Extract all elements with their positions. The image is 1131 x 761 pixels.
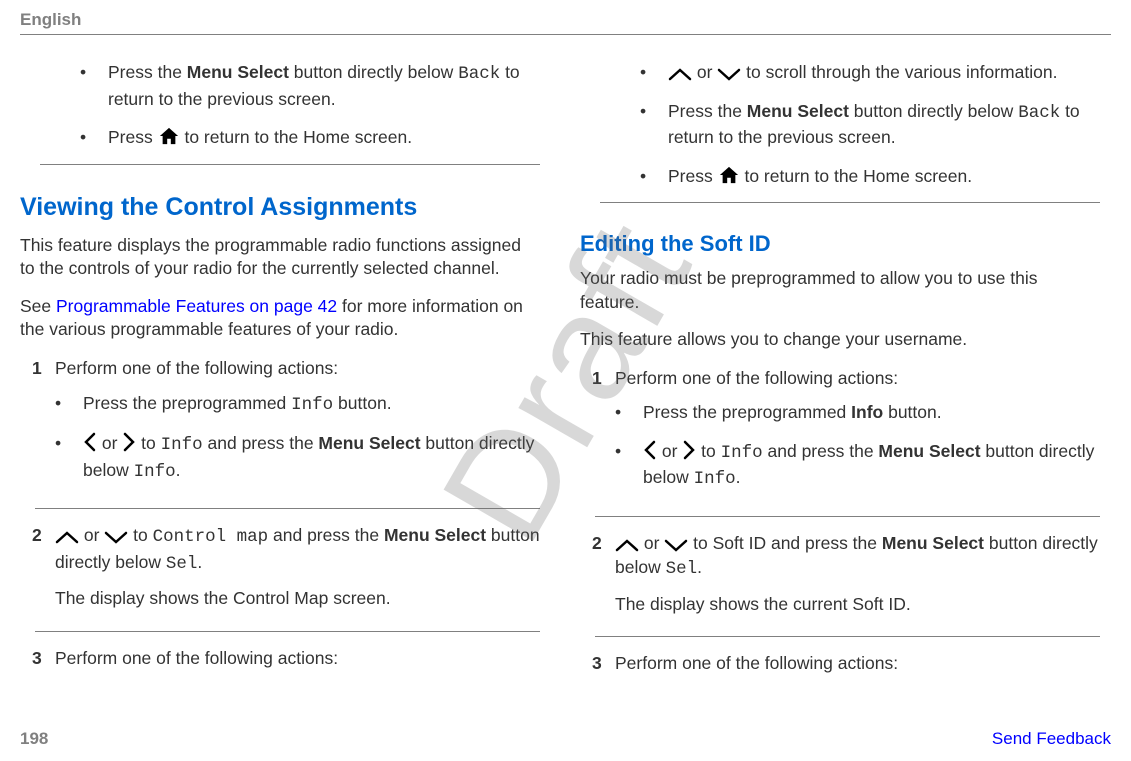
bullet-marker: • (615, 439, 643, 492)
section-heading-editing: Editing the Soft ID (580, 231, 1100, 257)
section-heading-viewing: Viewing the Control Assignments (20, 193, 540, 222)
step-body: or to Control map and press the Menu Sel… (55, 523, 540, 621)
right-icon (122, 432, 136, 452)
step-number: 1 (580, 366, 615, 506)
bullet-text: or to Info and press the Menu Select but… (83, 431, 540, 484)
bullet-text: Press the Menu Select button directly be… (668, 99, 1100, 150)
right-steps: 1Perform one of the following actions:•P… (580, 366, 1100, 686)
right-top-bullets: • or to scroll through the various infor… (580, 60, 1100, 188)
step: 2 or to Soft ID and press the Menu Selec… (580, 531, 1100, 627)
intro-paragraph: This feature displays the programmable r… (20, 234, 540, 281)
footer: 198 Send Feedback (20, 729, 1111, 749)
bullet-item: •Press to return to the Home screen. (640, 164, 1100, 189)
step-lead: Perform one of the following actions: (615, 651, 1100, 676)
home-icon (718, 165, 740, 185)
intro-link-paragraph: See Programmable Features on page 42 for… (20, 295, 540, 342)
bullet-marker: • (55, 431, 83, 484)
bullet-marker: • (80, 60, 108, 111)
page-container: English •Press the Menu Select button di… (0, 0, 1131, 696)
step: 3Perform one of the following actions: (580, 651, 1100, 686)
bullet-item: •Press the Menu Select button directly b… (80, 60, 540, 111)
bullet-marker: • (640, 164, 668, 189)
bullet-marker: • (80, 125, 108, 150)
home-icon (158, 126, 180, 146)
inner-bullets: •Press the preprogrammed Info button.• o… (55, 391, 540, 485)
intro-link-pre: See (20, 296, 56, 316)
right-icon (682, 440, 696, 460)
step: 1Perform one of the following actions: •P… (580, 366, 1100, 506)
down-icon (104, 530, 128, 544)
bullet-text: Press to return to the Home screen. (108, 125, 540, 150)
down-icon (664, 538, 688, 552)
step-lead: Perform one of the following actions: (55, 646, 540, 671)
bullet-marker: • (640, 99, 668, 150)
bullet-text: Press the preprogrammed Info button. (83, 391, 540, 418)
intro-paragraph-r2: This feature allows you to change your u… (580, 328, 1100, 352)
step-body: Perform one of the following actions: •Pr… (615, 366, 1100, 506)
step-lead: Perform one of the following actions: (615, 366, 1100, 391)
bullet-item: •Press to return to the Home screen. (80, 125, 540, 150)
bullet-item: •Press the preprogrammed Info button. (615, 400, 1100, 425)
step-rule (35, 631, 540, 632)
send-feedback-link[interactable]: Send Feedback (992, 729, 1111, 749)
step-rule (35, 508, 540, 509)
bullet-item: • or to Info and press the Menu Select b… (55, 431, 540, 484)
bullet-item: •Press the Menu Select button directly b… (640, 99, 1100, 150)
bullet-marker: • (55, 391, 83, 418)
step-body: Perform one of the following actions: (615, 651, 1100, 686)
left-top-bullets: •Press the Menu Select button directly b… (20, 60, 540, 150)
bullet-text: or to scroll through the various informa… (668, 60, 1100, 85)
step-number: 2 (20, 523, 55, 621)
left-icon (83, 432, 97, 452)
step-number: 2 (580, 531, 615, 627)
step-rule (595, 516, 1100, 517)
down-icon (717, 67, 741, 81)
header-rule (20, 34, 1111, 35)
bullet-text: or to Info and press the Menu Select but… (643, 439, 1100, 492)
step-number: 3 (20, 646, 55, 681)
step: 2 or to Control map and press the Menu S… (20, 523, 540, 621)
up-icon (668, 67, 692, 81)
bullet-text: Press to return to the Home screen. (668, 164, 1100, 189)
step-body: Perform one of the following actions: (55, 646, 540, 681)
step-body: or to Soft ID and press the Menu Select … (615, 531, 1100, 627)
left-column: •Press the Menu Select button directly b… (20, 60, 540, 696)
step-number: 1 (20, 356, 55, 498)
left-icon (643, 440, 657, 460)
step-follow: The display shows the current Soft ID. (615, 592, 1100, 617)
page-number: 198 (20, 729, 48, 749)
step-follow: The display shows the Control Map screen… (55, 586, 540, 611)
step-lead: Perform one of the following actions: (55, 356, 540, 381)
intro-paragraph-r1: Your radio must be preprogrammed to allo… (580, 267, 1100, 314)
left-steps: 1Perform one of the following actions:•P… (20, 356, 540, 680)
bullet-item: • or to Info and press the Menu Select b… (615, 439, 1100, 492)
header-language: English (20, 10, 1111, 34)
step-rule (595, 636, 1100, 637)
up-icon (615, 538, 639, 552)
up-icon (55, 530, 79, 544)
columns: •Press the Menu Select button directly b… (20, 60, 1111, 696)
bullet-text: Press the Menu Select button directly be… (108, 60, 540, 111)
step-lead: or to Soft ID and press the Menu Select … (615, 531, 1100, 582)
bullet-item: • or to scroll through the various infor… (640, 60, 1100, 85)
step-number: 3 (580, 651, 615, 686)
step-body: Perform one of the following actions: •Pr… (55, 356, 540, 498)
right-column: • or to scroll through the various infor… (580, 60, 1100, 696)
section-rule (600, 202, 1100, 203)
bullet-text: Press the preprogrammed Info button. (643, 400, 1100, 425)
section-rule (40, 164, 540, 165)
step-lead: or to Control map and press the Menu Sel… (55, 523, 540, 576)
inner-bullets: •Press the preprogrammed Info button.• o… (615, 400, 1100, 492)
bullet-marker: • (615, 400, 643, 425)
programmable-features-link[interactable]: Programmable Features on page 42 (56, 296, 337, 316)
step: 1Perform one of the following actions: •P… (20, 356, 540, 498)
bullet-marker: • (640, 60, 668, 85)
step: 3Perform one of the following actions: (20, 646, 540, 681)
bullet-item: •Press the preprogrammed Info button. (55, 391, 540, 418)
